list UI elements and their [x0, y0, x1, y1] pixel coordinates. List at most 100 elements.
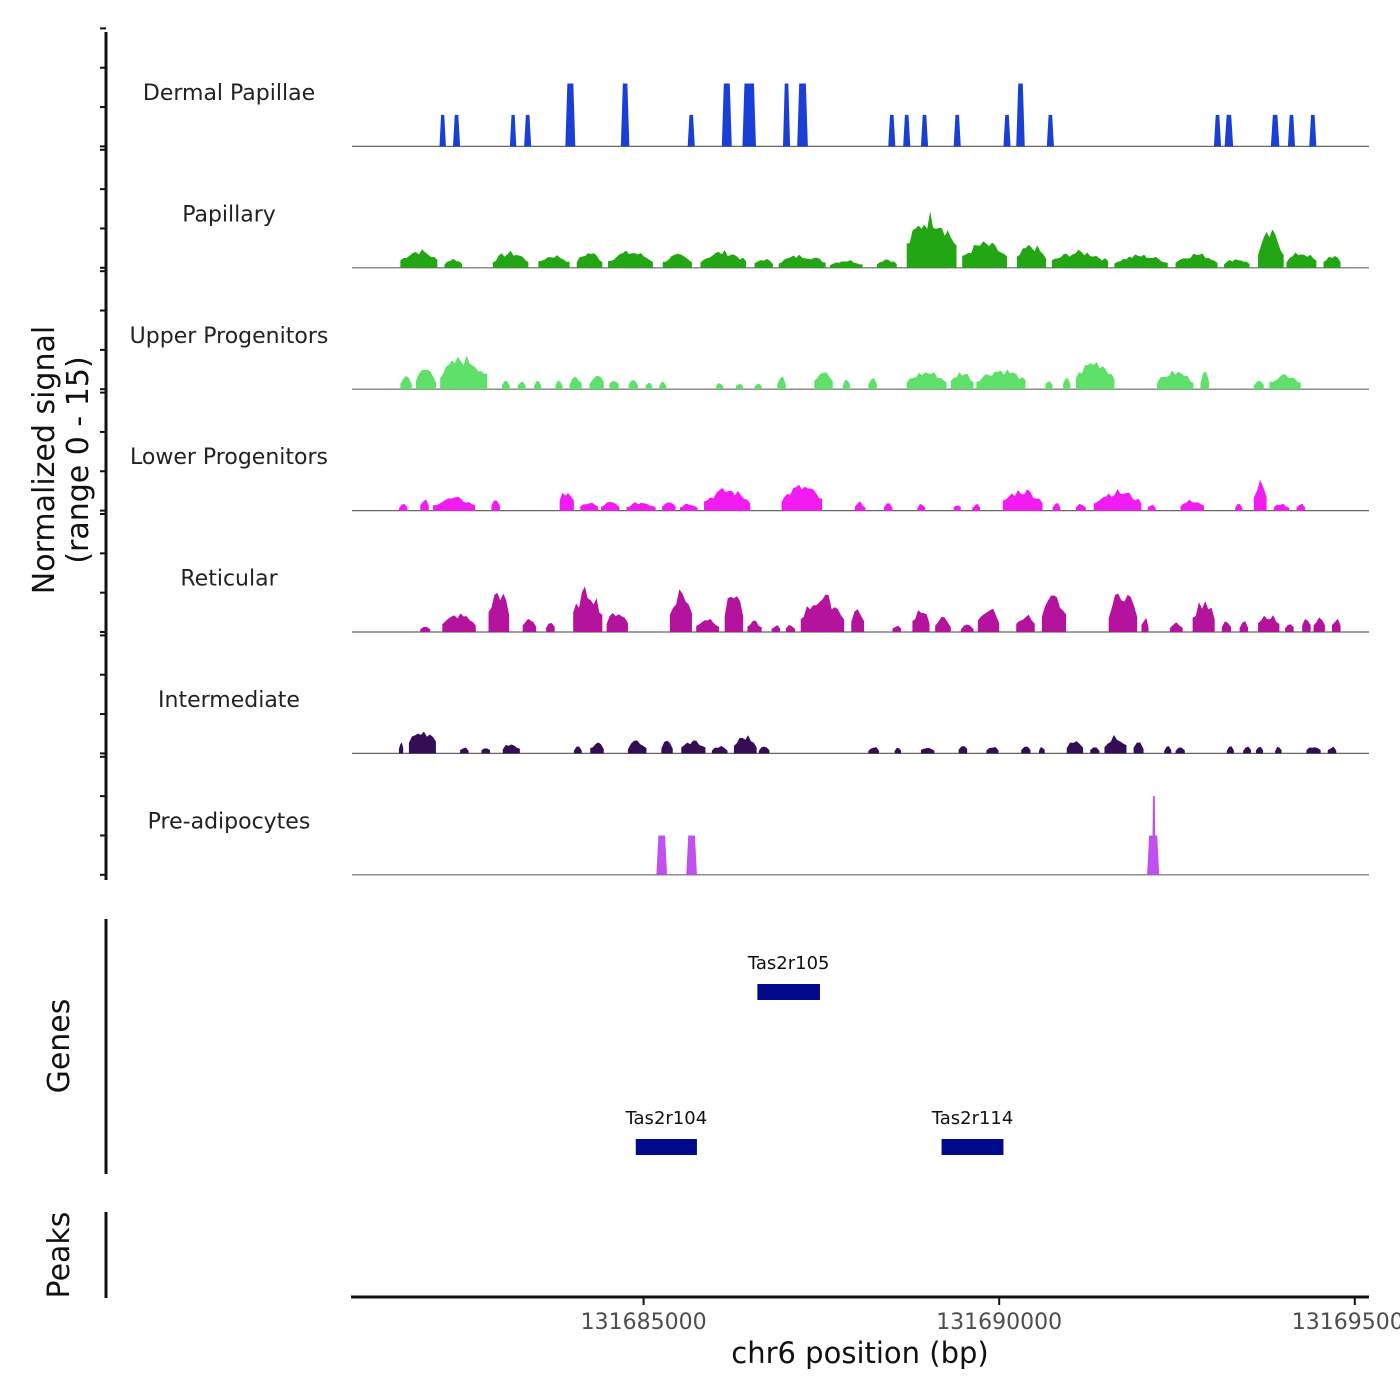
signal-peak	[778, 254, 826, 268]
signal-peak	[1223, 259, 1250, 268]
signal-peak	[716, 382, 724, 390]
signal-peak	[1045, 381, 1053, 390]
signal-peak	[920, 114, 929, 147]
signal-peak	[986, 746, 999, 754]
signal-peak	[656, 835, 668, 875]
signal-peak	[645, 382, 653, 390]
signal-peak	[589, 375, 604, 390]
signal-peak	[1090, 747, 1100, 754]
signal-peak	[721, 83, 732, 147]
gene-tas2r114: Tas2r114	[931, 1108, 1014, 1155]
signal-peak	[1075, 361, 1115, 390]
signal-peak	[1157, 370, 1194, 390]
signal-peak	[1075, 503, 1086, 511]
signal-peak	[704, 488, 751, 511]
signal-peak	[416, 369, 436, 390]
signal-peak	[1302, 618, 1311, 632]
signal-peak	[433, 496, 476, 511]
signal-peak	[491, 500, 500, 511]
signal-tracks: Dermal Papillae Papillary Upper Progenitor…	[130, 81, 1369, 876]
y-axis-title: Normalized signal (range 0 - 15)	[27, 326, 96, 594]
signal-peak	[442, 613, 476, 632]
signal-peak	[600, 501, 620, 511]
track-papillary: Papillary	[182, 202, 1369, 269]
track-label: Dermal Papillae	[143, 81, 315, 106]
track-label: Pre-adipocytes	[148, 809, 311, 834]
signal-peak	[1175, 253, 1218, 268]
signal-peak	[736, 383, 744, 390]
signal-peak	[1147, 504, 1156, 511]
signal-peak	[669, 589, 692, 632]
signal-peak	[580, 502, 599, 511]
signal-peak	[920, 748, 935, 754]
signal-peak	[1296, 503, 1305, 511]
signal-peak	[1104, 734, 1127, 754]
signal-peak	[972, 503, 980, 511]
signal-peak	[1021, 746, 1031, 754]
signal-peak	[977, 608, 1000, 632]
peaks-axis-label: Peaks	[42, 1212, 77, 1299]
signal-peak	[1152, 796, 1156, 875]
signal-peak	[1327, 746, 1337, 754]
signal-peak	[1003, 114, 1011, 147]
signal-peak	[1258, 615, 1280, 632]
signal-peak	[439, 114, 446, 147]
signal-peak	[888, 114, 896, 147]
signal-peak	[1235, 503, 1243, 511]
x-tick-label: 131695000	[1292, 1310, 1400, 1335]
signal-peak	[894, 747, 902, 754]
signal-peak	[935, 616, 951, 632]
signal-peak	[1180, 499, 1205, 511]
x-tick-label: 131690000	[936, 1310, 1062, 1335]
signal-peak	[1243, 746, 1251, 754]
signal-peak	[1258, 229, 1284, 268]
signal-peak	[1169, 622, 1183, 632]
signal-peak	[1287, 114, 1296, 147]
signal-peak	[573, 746, 582, 754]
signal-peak	[1285, 624, 1294, 632]
signal-peak	[1133, 742, 1144, 754]
signal-peak	[1273, 503, 1290, 511]
signal-peak	[1039, 747, 1045, 754]
signal-peak	[1221, 621, 1232, 632]
signal-peak	[1200, 371, 1209, 390]
signal-peak	[1253, 479, 1267, 511]
signal-peak	[906, 372, 947, 390]
gene-label: Tas2r114	[931, 1108, 1014, 1129]
track-dermal-papillae: Dermal Papillae	[143, 81, 1369, 147]
signal-peak	[754, 259, 774, 268]
signal-peak	[1224, 114, 1234, 147]
gene-body	[635, 1139, 697, 1155]
signal-peak	[444, 258, 463, 268]
signal-peak	[679, 503, 698, 511]
signal-peak	[400, 375, 412, 390]
signal-peak	[460, 747, 469, 754]
signal-peak	[1275, 746, 1282, 754]
signal-peak	[620, 83, 630, 147]
signal-peak	[1309, 114, 1317, 147]
signal-peak	[724, 596, 744, 632]
signal-peak	[1051, 249, 1108, 268]
signal-peak	[440, 355, 488, 390]
signal-peak	[747, 620, 762, 632]
signal-peak	[1323, 256, 1341, 268]
signal-peak	[1016, 244, 1047, 268]
signal-peak	[733, 735, 757, 754]
signal-peak	[829, 260, 863, 268]
signal-peak	[1066, 741, 1084, 754]
signal-y-axis-ticks	[100, 27, 106, 876]
signal-peak	[400, 249, 438, 268]
signal-peak	[953, 505, 961, 511]
signal-peak	[771, 625, 781, 632]
track-label: Papillary	[182, 202, 276, 227]
signal-peak	[800, 594, 845, 632]
signal-peak	[1255, 746, 1264, 754]
signal-peak	[559, 492, 574, 511]
signal-peak	[420, 626, 431, 632]
signal-peak	[1213, 114, 1222, 147]
signal-peak	[1253, 380, 1264, 390]
signal-peak	[868, 377, 877, 390]
signal-peak	[681, 740, 706, 754]
signal-peak	[883, 503, 893, 511]
